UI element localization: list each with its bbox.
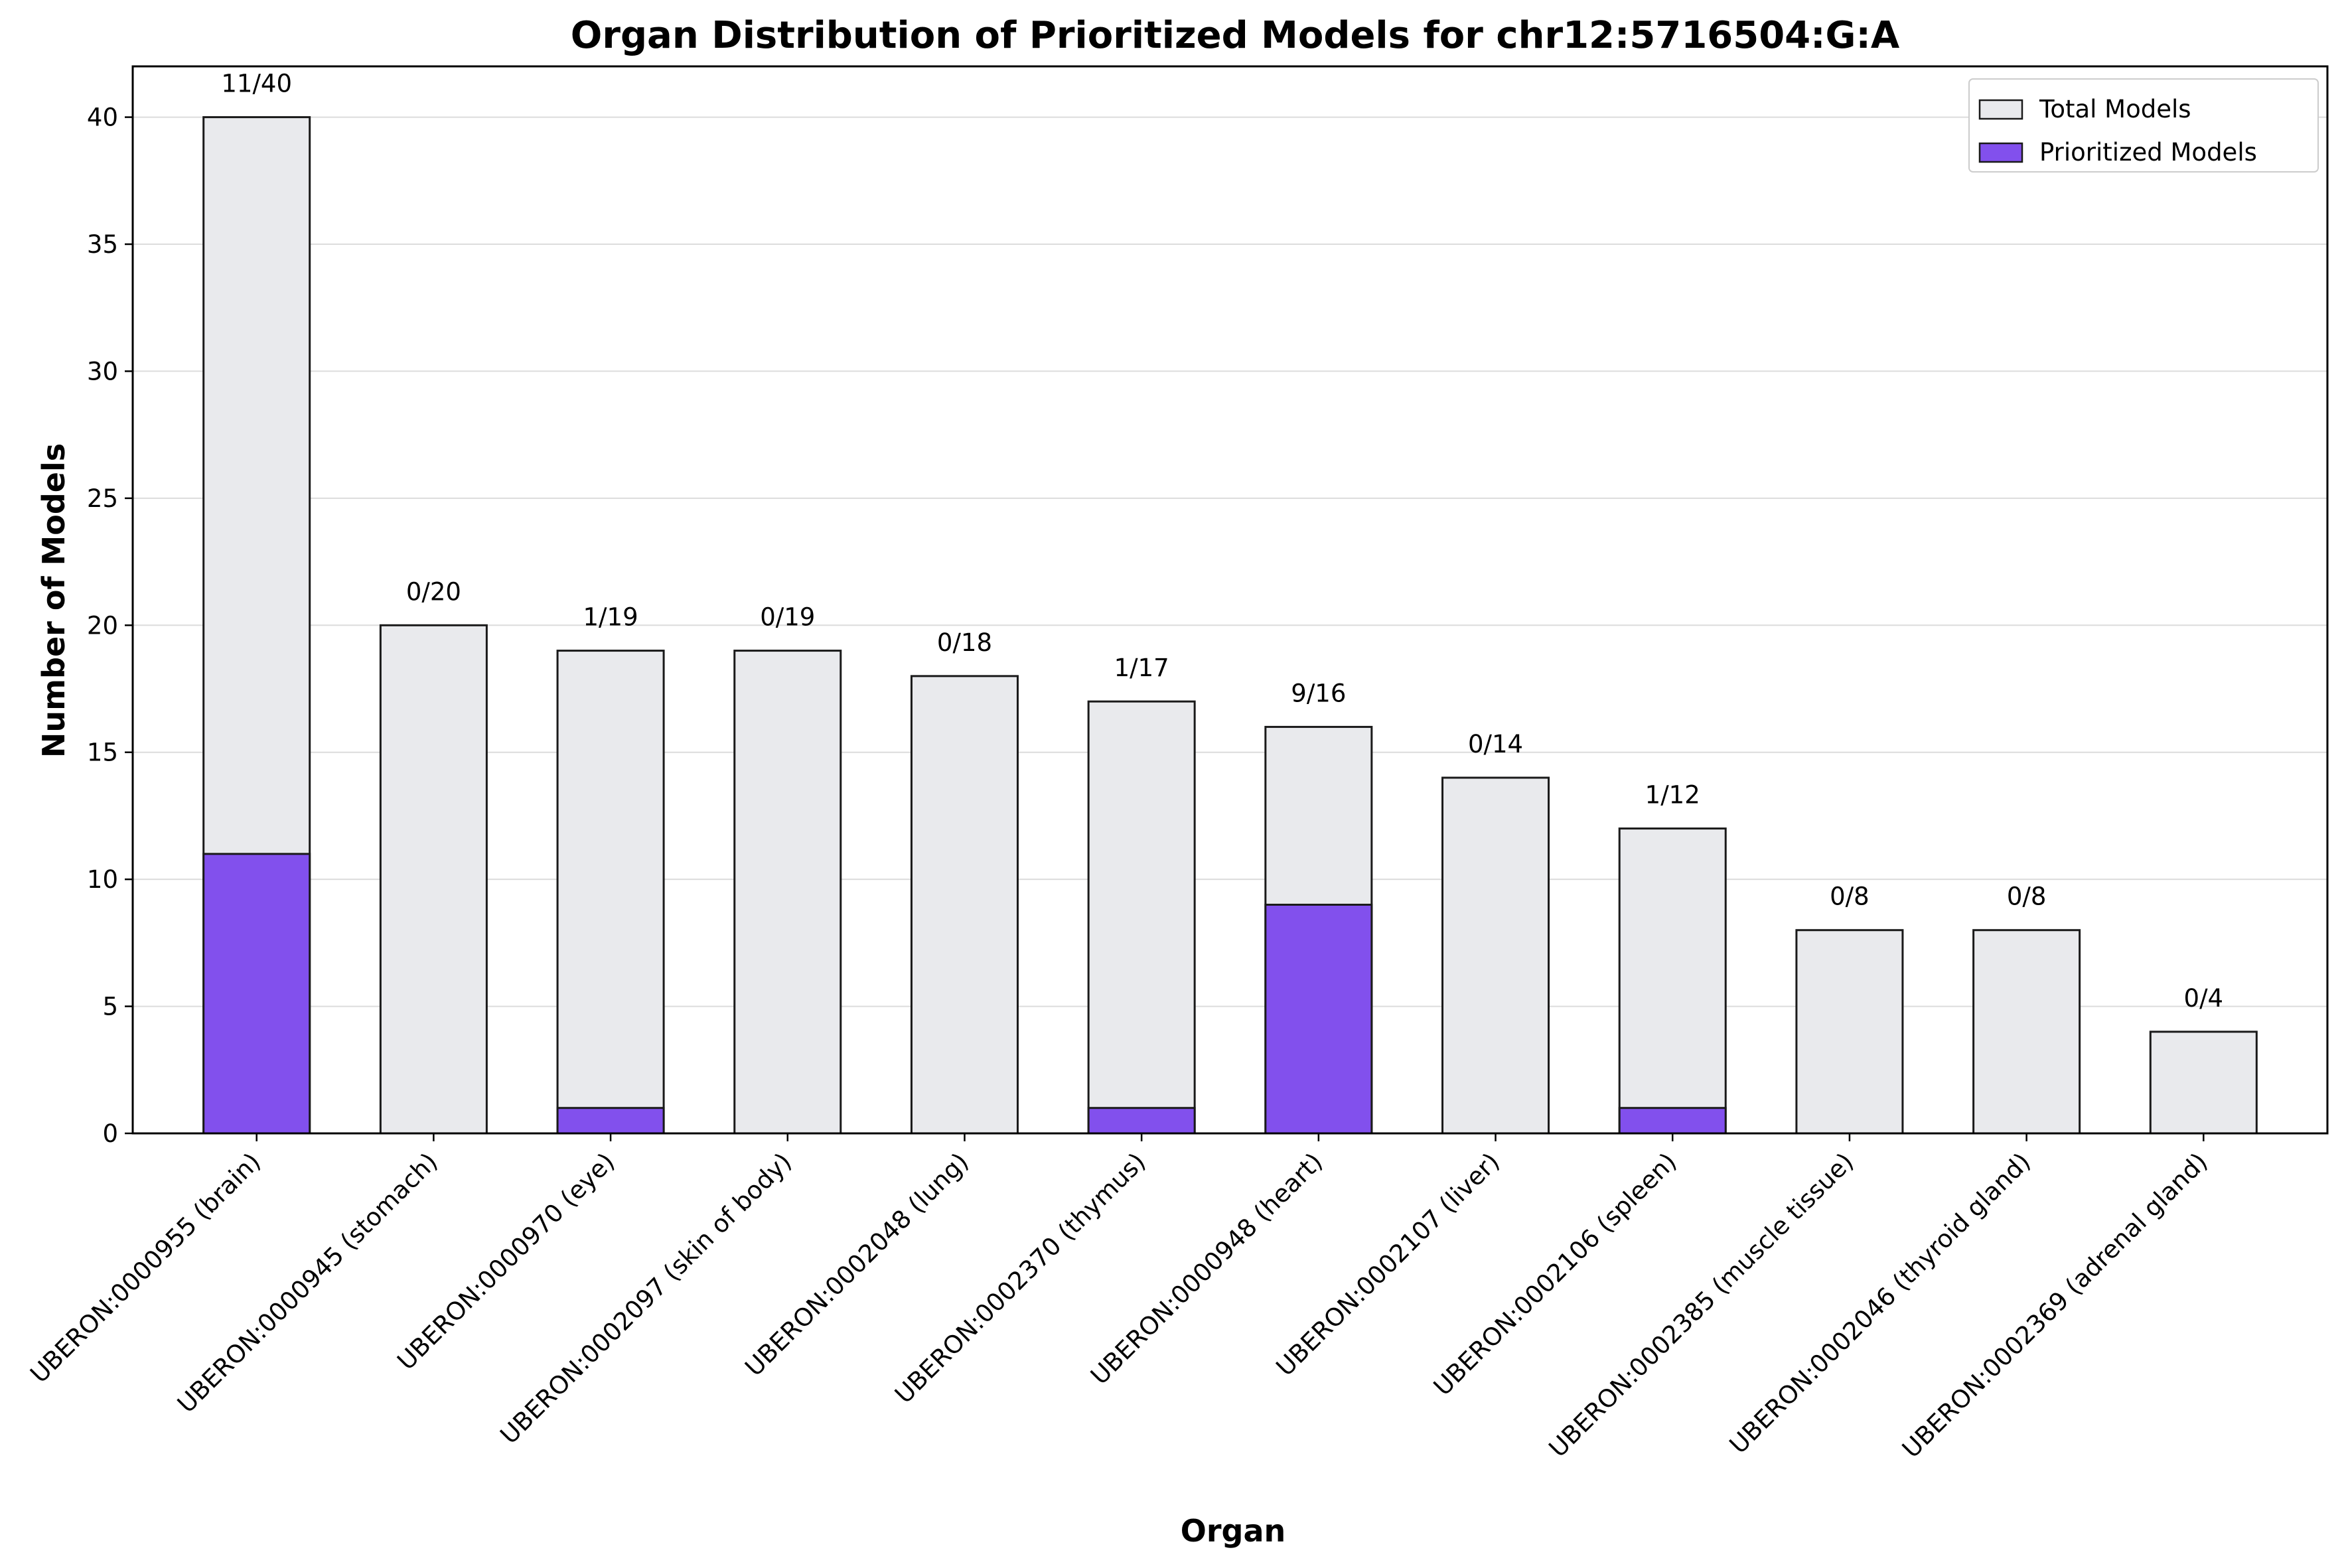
bar-total — [1618, 827, 1727, 1135]
bar-prioritized — [1618, 1107, 1727, 1135]
bar-value-label: 0/8 — [1830, 883, 1869, 911]
bar-value-label: 1/12 — [1645, 781, 1700, 810]
bar-value-label: 0/14 — [1468, 730, 1523, 758]
bar-total — [1795, 929, 1904, 1135]
y-tick-label: 5 — [102, 993, 118, 1021]
bar-value-label: 9/16 — [1291, 679, 1346, 707]
bar-prioritized — [1264, 903, 1373, 1135]
bar-prioritized — [1087, 1107, 1196, 1135]
legend-label: Total Models — [2039, 95, 2191, 123]
bar-total — [910, 675, 1019, 1135]
bar-value-label: 1/19 — [583, 603, 638, 632]
bar-value-label: 11/40 — [221, 70, 292, 98]
bar-total — [1441, 776, 1550, 1135]
bar-prioritized — [556, 1107, 665, 1135]
y-tick-label: 10 — [87, 865, 118, 894]
y-tick-label: 15 — [87, 739, 118, 767]
bar-total — [1972, 929, 2081, 1135]
y-axis-label: Number of Models — [36, 443, 72, 758]
bar-prioritized — [202, 853, 311, 1135]
x-tick-label: UBERON:0002097 (skin of body) — [494, 1147, 797, 1450]
bar-total — [556, 650, 665, 1135]
bar-value-label: 1/17 — [1114, 654, 1169, 682]
legend: Total Models Prioritized Models — [1968, 78, 2319, 173]
y-tick-label: 25 — [87, 484, 118, 513]
bar-value-label: 0/19 — [760, 603, 815, 632]
bar-total — [379, 624, 488, 1135]
legend-swatch — [1978, 99, 2023, 120]
x-axis-ticks: UBERON:0000955 (brain)UBERON:0000945 (st… — [25, 1133, 2213, 1464]
x-tick-label: UBERON:0002369 (adrenal gland) — [1897, 1147, 2213, 1464]
bars — [202, 116, 2258, 1135]
bar-value-label: 0/4 — [2184, 984, 2224, 1013]
legend-box — [1968, 78, 2319, 173]
y-tick-label: 20 — [87, 611, 118, 640]
x-tick-label: UBERON:0002385 (muscle tissue) — [1544, 1147, 1860, 1463]
plot-frame — [131, 65, 2329, 1135]
y-tick-label: 35 — [87, 230, 118, 259]
y-tick-label: 40 — [87, 104, 118, 132]
x-tick-label: UBERON:0002046 (thyroid gland) — [1724, 1147, 2036, 1459]
y-tick-label: 0 — [102, 1119, 118, 1148]
bar-total — [1087, 700, 1196, 1135]
bar-value-label: 0/18 — [937, 628, 992, 657]
bar-value-label: 0/20 — [406, 577, 461, 606]
y-tick-label: 30 — [87, 357, 118, 386]
bar-total — [2149, 1031, 2258, 1135]
grid — [133, 116, 2327, 1134]
bar-total — [733, 650, 842, 1135]
legend-label: Prioritized Models — [2039, 138, 2257, 167]
chart-title: Organ Distribution of Prioritized Models… — [571, 14, 1900, 57]
x-axis-label: Organ — [1181, 1513, 1286, 1549]
y-axis-ticks: 0 5 10 15 20 25 30 35 40 — [87, 104, 133, 1148]
legend-swatch — [1978, 142, 2023, 163]
bar-value-label: 0/8 — [2007, 883, 2047, 911]
data-labels: 11/40 0/20 1/19 0/19 0/18 1/17 9/16 0/14 1/12 0/8… — [221, 70, 2223, 1013]
